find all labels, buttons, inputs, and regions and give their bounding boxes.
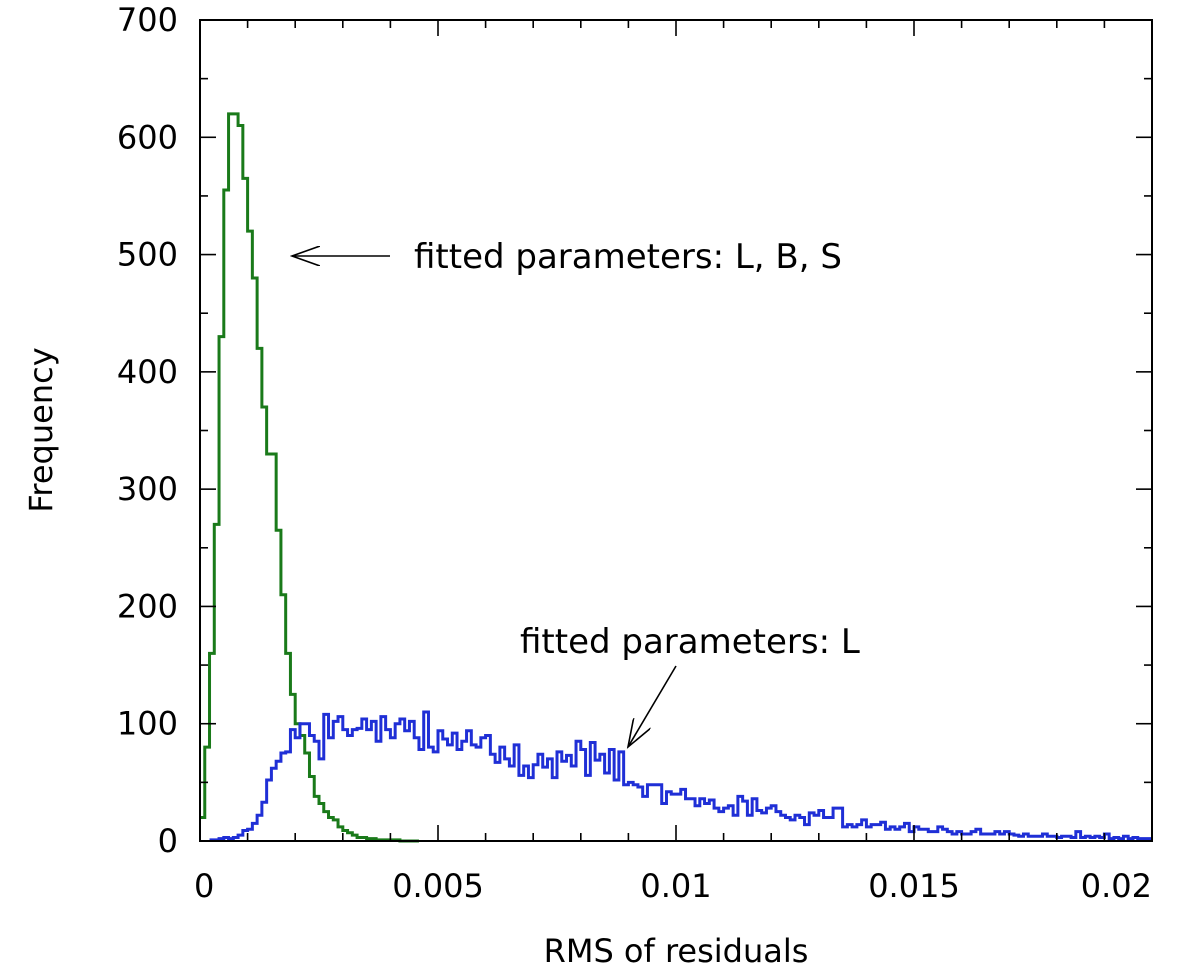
x-axis-title: RMS of residuals: [544, 932, 809, 965]
series-layer: [200, 112, 1152, 843]
y-tick-label: 600: [117, 118, 178, 156]
x-tick-label: 0: [194, 867, 214, 905]
x-tick-label: 0.005: [392, 867, 484, 905]
histogram-series-1: [209, 710, 1152, 842]
y-tick-label: 500: [117, 236, 178, 274]
x-tick-label: 0.02: [1081, 867, 1152, 905]
labels-layer: 0 100 200 300 400 500 600 700 0 0.005 0.01 0.015 0.0…: [117, 1, 1152, 905]
annotation-label-lbs: fitted parameters: L, B, S: [414, 237, 842, 277]
x-tick-label: 0.01: [640, 867, 711, 905]
y-tick-label: 0: [158, 822, 178, 860]
y-tick-label: 300: [117, 470, 178, 508]
y-tick-label: 100: [117, 705, 178, 743]
plot-frame: [199, 19, 1153, 842]
ticks-layer: [199, 19, 1153, 842]
x-tick-label: 0.015: [868, 867, 960, 905]
annotation-label-l: fitted parameters: L: [520, 622, 860, 662]
y-axis-title: Frequency: [22, 347, 60, 512]
y-tick-label: 700: [117, 1, 178, 39]
annotation-arrow-l: [628, 665, 677, 747]
y-tick-label: 400: [117, 353, 178, 391]
y-tick-label: 200: [117, 587, 178, 625]
